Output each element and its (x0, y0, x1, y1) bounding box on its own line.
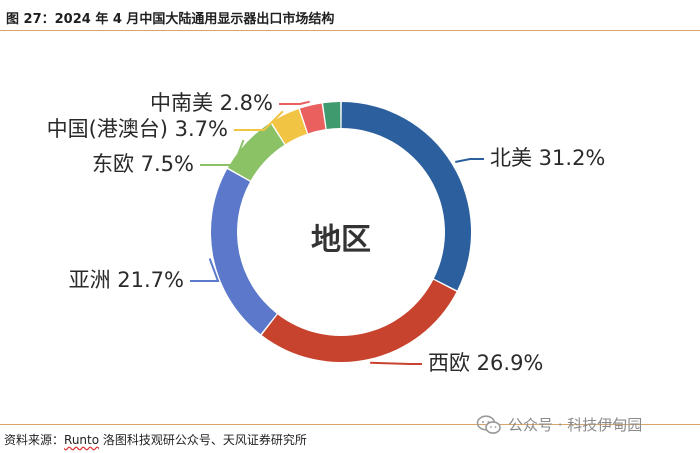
top-rule (0, 30, 700, 31)
source-rest: 洛图科技观研公众号、天风证券研究所 (99, 433, 307, 447)
source-prefix: 资料来源： (4, 433, 65, 447)
slice-label-1: 北美 31.2% (490, 146, 605, 170)
donut-slices (210, 102, 471, 363)
figure-title: 图 27：2024 年 4 月中国大陆通用显示器出口市场结构 (6, 12, 335, 27)
leader-line-1 (455, 158, 484, 163)
center-label: 地区 (311, 223, 371, 258)
label-leaders (190, 100, 484, 365)
slice-6 (299, 103, 326, 134)
slice-4 (227, 122, 285, 181)
slice-label-3: 亚洲 21.7% (69, 268, 184, 292)
wechat-icon (476, 414, 501, 434)
slice-label-6: 中南美 2.8% (150, 91, 273, 115)
leader-line-6 (279, 100, 310, 105)
watermark-text: 公众号 · 科技伊甸园 (508, 416, 643, 434)
donut-chart: 北美 31.2% 西欧 26.9% 亚洲 21.7% 东欧 7.5% 中国(港澳台) 3… (47, 91, 606, 375)
source-note: 资料来源：Runto 洛图科技观研公众号、天风证券研究所 (4, 431, 307, 448)
slice-3 (210, 169, 277, 335)
slice-1 (341, 102, 471, 291)
leader-line-3 (190, 258, 220, 282)
watermark: 公众号 · 科技伊甸园 (476, 414, 642, 435)
slice-7 (323, 102, 341, 129)
slice-label-5: 中国(港澳台) 3.7% (47, 117, 228, 141)
slice-2 (261, 279, 457, 363)
slice-label-2: 西欧 26.9% (428, 351, 543, 375)
slice-label-4: 东欧 7.5% (92, 152, 194, 176)
source-brand: Runto (64, 433, 100, 447)
bottom-rule (0, 424, 700, 425)
slice-5 (271, 109, 307, 145)
slice-labels: 北美 31.2% 西欧 26.9% 亚洲 21.7% 东欧 7.5% 中国(港澳台) 3… (47, 91, 606, 375)
leader-line-4 (200, 139, 245, 166)
leader-line-2 (370, 361, 422, 365)
leader-line-5 (234, 110, 284, 131)
